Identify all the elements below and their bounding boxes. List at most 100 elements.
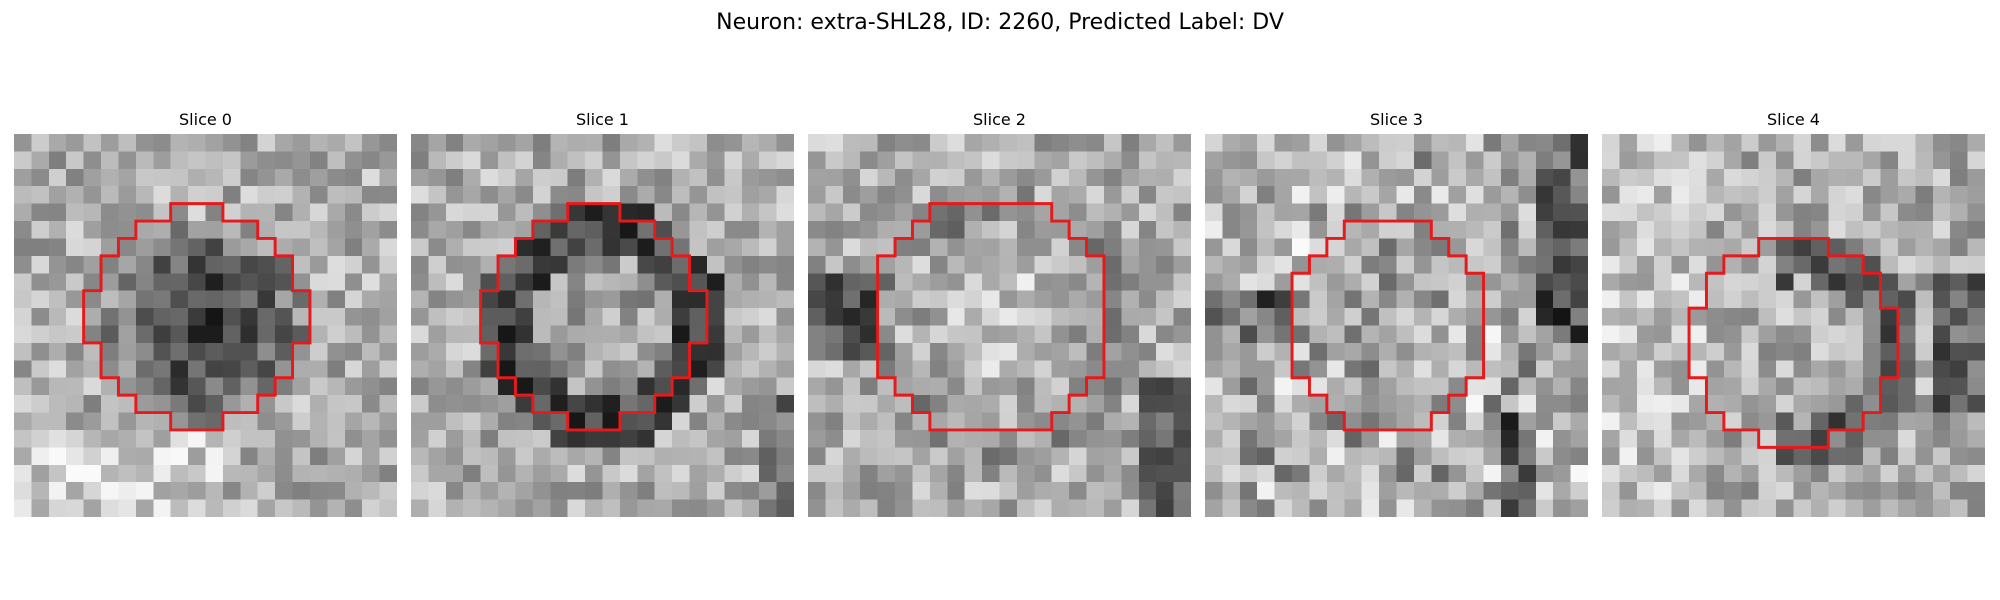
pixel-cell [741,342,760,361]
pixel-cell [585,186,603,204]
pixel-cell [1379,464,1397,483]
pixel-cell [1535,186,1554,204]
pixel-cell [637,412,656,431]
pixel-cell [515,429,534,448]
pixel-cell [1535,290,1554,309]
pixel-cell [257,482,276,500]
pixel-cell [83,482,102,500]
pixel-cell [1173,412,1191,431]
pixel-cell [1069,395,1087,413]
pixel-cell [964,168,983,187]
pixel-cell [825,290,844,309]
pixel-cell [309,238,328,257]
pixel-cell [1051,482,1070,500]
pixel-cell [31,429,50,448]
pixel-cell [498,325,516,344]
pixel-cell [1344,464,1363,483]
pixel-cell [1396,308,1415,326]
pixel-cell [1173,395,1191,413]
pixel-cell [964,464,983,483]
pixel-cell [1086,325,1105,344]
pixel-cell [982,151,1000,170]
pixel-cell [860,255,878,274]
pixel-cell [1671,221,1690,239]
pixel-cell [153,255,172,274]
pixel-cell [480,325,499,344]
pixel-cell [170,255,189,274]
pixel-cell [1483,221,1502,239]
pixel-cell [860,168,878,187]
pixel-cell [101,308,119,326]
pixel-cell [842,360,861,379]
pixel-cell [1483,273,1502,292]
pixel-cell [1016,395,1035,413]
pixel-cell [654,464,673,483]
pixel-cell [1034,238,1053,257]
pixel-cell [66,412,84,431]
pixel-cell [1553,186,1571,204]
pixel-cell [1239,395,1258,413]
pixel-cell [877,290,896,309]
pixel-cell [877,308,896,326]
pixel-cell [1344,238,1363,257]
pixel-cell [83,273,102,292]
pixel-cell [1535,273,1554,292]
pixel-cell [379,203,397,222]
pixel-cell [1138,360,1157,379]
pixel-cell [31,377,50,396]
pixel-cell [1051,447,1070,466]
pixel-cell [188,429,206,448]
pixel-cell [999,168,1018,187]
pixel-cell [1689,273,1707,292]
roi-contour [479,202,709,432]
pixel-cell [808,151,826,170]
pixel-cell [689,168,708,187]
pixel-cell [741,482,760,500]
pixel-cell [895,255,913,274]
pixel-cell [808,203,826,222]
pixel-cell [1950,429,1968,448]
pixel-cell [1570,342,1588,361]
pixel-cell [1758,273,1777,292]
pixel-cell [1915,168,1934,187]
pixel-cell [1222,464,1241,483]
pixel-cell [1344,308,1363,326]
pixel-cell [275,134,293,152]
pixel-cell [498,290,516,309]
pixel-cell [1483,429,1502,448]
pixel-cell [1950,412,1968,431]
pixel-cell [567,499,586,517]
pixel-cell [1239,308,1258,326]
pixel-cell [1156,499,1174,517]
pixel-cell [1535,499,1554,517]
pixel-cell [411,151,429,170]
pixel-cell [1845,221,1864,239]
pixel-cell [1828,395,1847,413]
pixel-cell [1448,273,1467,292]
pixel-cell [222,134,241,152]
pixel-cell [48,395,67,413]
pixel-cell [1897,290,1916,309]
pixel-cell [1361,499,1380,517]
pixel-cell [929,203,948,222]
pixel-cell [428,482,447,500]
pixel-cell [480,186,499,204]
pixel-cell [1810,377,1829,396]
pixel-cell [1810,499,1829,517]
pixel-cell [1671,290,1690,309]
pixel-cell [1654,151,1672,170]
pixel-cell [1016,255,1035,274]
pixel-cell [222,360,241,379]
pixel-cell [48,134,67,152]
pixel-cell [240,290,259,309]
pixel-cell [135,203,154,222]
pixel-cell [706,134,725,152]
pixel-cell [842,429,861,448]
pixel-cell [1636,273,1655,292]
pixel-cell [153,186,172,204]
pixel-cell [1689,255,1707,274]
pixel-cell [1758,395,1777,413]
pixel-cell [1636,203,1655,222]
pixel-cell [1222,482,1241,500]
pixel-cell [1723,273,1742,292]
